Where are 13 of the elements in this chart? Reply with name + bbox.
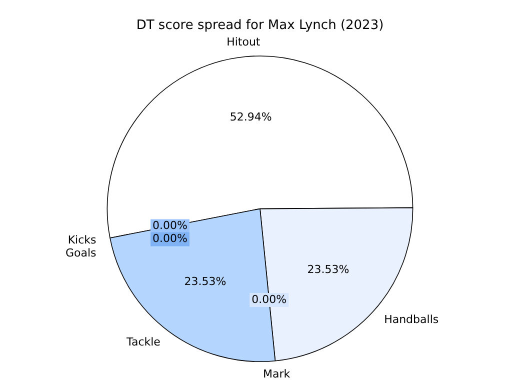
slice-label: Handballs [384, 313, 439, 326]
category-label: Goals [65, 246, 96, 260]
text: 0.00% [152, 232, 188, 246]
category-label: Mark [263, 368, 290, 381]
category-label: Kicks [68, 233, 96, 246]
slice-label: Tackle [126, 335, 161, 348]
slice-label: Hitout [226, 36, 261, 49]
data-label: 52.94% [230, 110, 272, 124]
data-label: 23.53% [307, 262, 350, 276]
chart-title: DT score spread for Max Lynch (2023) [136, 18, 384, 34]
data-label: 23.53% [184, 275, 226, 288]
text: 0.00% [252, 292, 287, 306]
text: 0.00% [152, 219, 188, 232]
